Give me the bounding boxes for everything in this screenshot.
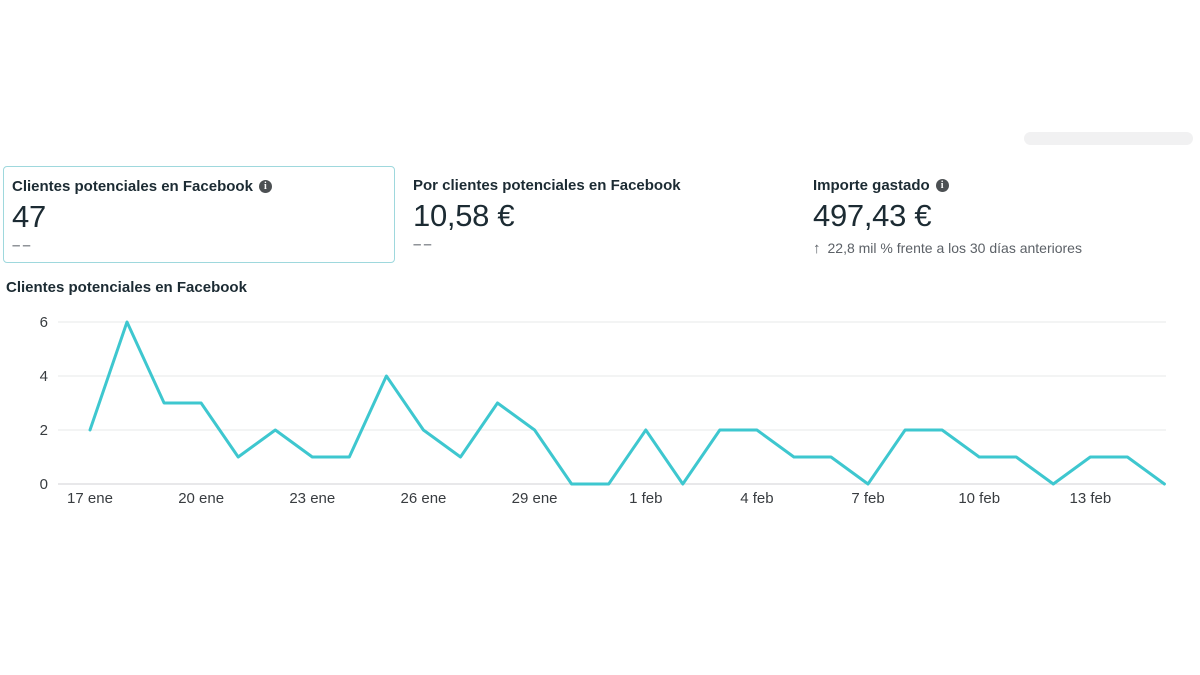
metric-card-cost-per-lead-value: 10,58 € bbox=[413, 198, 515, 233]
x-axis-tick-label: 20 ene bbox=[178, 490, 224, 507]
x-axis-tick-label: 7 feb bbox=[851, 490, 884, 507]
x-axis-tick-label: 4 feb bbox=[740, 490, 773, 507]
metric-card-amount-spent-value: 497,43 € bbox=[813, 198, 932, 233]
comparison-text: 22,8 mil % frente a los 30 días anterior… bbox=[827, 240, 1082, 256]
info-icon[interactable]: i bbox=[935, 179, 949, 192]
metric-card-leads-title: Clientes potenciales en Facebook bbox=[12, 178, 253, 195]
metric-card-cost-per-lead-comparison: –– bbox=[413, 236, 434, 253]
info-icon[interactable]: i bbox=[258, 180, 272, 193]
arrow-up-icon: ↑ bbox=[813, 240, 821, 257]
leads-line-chart: 0 2 4 6 17 ene 20 ene 23 ene 26 ene 29 ene 1 feb 4… bbox=[40, 314, 1166, 507]
y-axis-tick-label: 4 bbox=[40, 368, 48, 385]
metric-card-amount-spent-title: Importe gastado bbox=[813, 177, 930, 194]
x-axis-tick-label: 1 feb bbox=[629, 490, 662, 507]
metric-card-cost-per-lead[interactable]: Por clientes potenciales en Facebook 10,… bbox=[405, 166, 797, 263]
chart-data-line bbox=[88, 320, 1166, 486]
chart-title: Clientes potenciales en Facebook bbox=[6, 279, 247, 296]
x-axis-tick-label: 10 feb bbox=[958, 490, 1000, 507]
y-axis-tick-label: 2 bbox=[40, 422, 48, 439]
x-axis-tick-label: 26 ene bbox=[401, 490, 447, 507]
x-axis-tick-label: 13 feb bbox=[1069, 490, 1111, 507]
y-axis-tick-label: 6 bbox=[40, 314, 48, 331]
metric-card-leads-comparison: –– bbox=[12, 237, 33, 254]
x-axis-tick-label: 23 ene bbox=[289, 490, 335, 507]
x-axis-tick-label: 17 ene bbox=[67, 490, 113, 507]
horizontal-scrollbar-thumb[interactable] bbox=[1024, 132, 1193, 145]
metric-card-leads-value: 47 bbox=[12, 199, 46, 234]
metric-card-cost-per-lead-title: Por clientes potenciales en Facebook bbox=[413, 177, 681, 194]
metric-card-leads[interactable]: Clientes potenciales en Facebook i 47 –– bbox=[3, 166, 395, 263]
y-axis-tick-label: 0 bbox=[40, 476, 48, 493]
x-axis-tick-label: 29 ene bbox=[512, 490, 558, 507]
metric-card-amount-spent-comparison: ↑ 22,8 mil % frente a los 30 días anteri… bbox=[813, 240, 1189, 257]
metric-card-amount-spent[interactable]: Importe gastado i 497,43 € ↑ 22,8 mil % … bbox=[805, 166, 1197, 263]
